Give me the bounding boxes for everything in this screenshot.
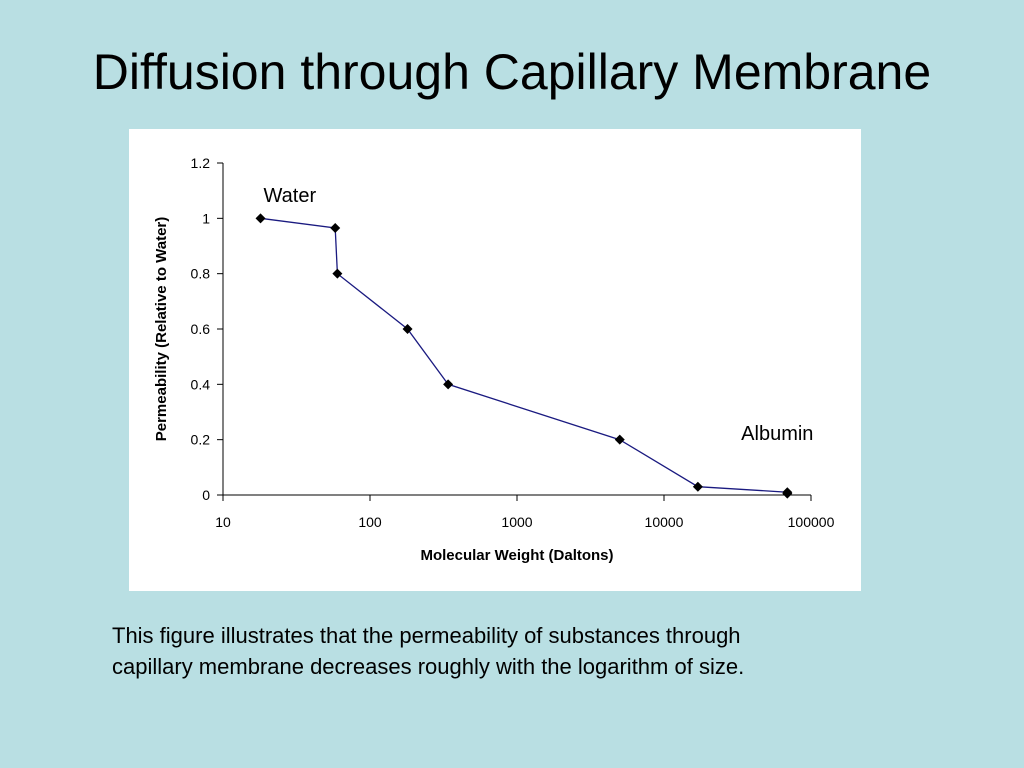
x-tick-label: 1000 — [501, 514, 532, 530]
y-tick-label: 0 — [202, 487, 210, 503]
y-tick-label: 1 — [202, 210, 210, 226]
data-point — [255, 213, 266, 224]
axes — [217, 162, 812, 501]
x-tick-label: 10000 — [645, 514, 684, 530]
annotations: Water Albumin — [264, 185, 814, 445]
series — [255, 213, 793, 499]
chart-panel: 0 0.2 0.4 0.6 0.8 1 1.2 10 100 1000 10000 100000 Wa… — [129, 129, 861, 591]
data-point — [782, 488, 793, 499]
permeability-chart: 0 0.2 0.4 0.6 0.8 1 1.2 10 100 1000 10000 100000 Wa… — [153, 155, 835, 564]
data-point — [332, 268, 343, 279]
caption: This figure illustrates that the permeab… — [112, 620, 912, 682]
annotation-label: Albumin — [741, 423, 813, 445]
y-axis-title: Permeability (Relative to Water) — [153, 217, 170, 442]
x-tick-label: 100000 — [788, 514, 835, 530]
slide-title: Diffusion through Capillary Membrane — [92, 44, 932, 100]
y-tick-label: 0.4 — [191, 376, 211, 392]
y-tick-label: 0.6 — [191, 321, 211, 337]
annotation-label: Water — [264, 185, 317, 207]
y-tick-label: 0.8 — [191, 266, 211, 282]
tick-labels: 0 0.2 0.4 0.6 0.8 1 1.2 10 100 1000 10000 100000 — [191, 155, 835, 530]
x-tick-label: 10 — [215, 514, 231, 530]
data-point — [614, 434, 625, 445]
caption-line: This figure illustrates that the permeab… — [112, 623, 741, 648]
caption-line: capillary membrane decreases roughly wit… — [112, 654, 745, 679]
data-point — [330, 223, 341, 234]
data-point — [443, 379, 454, 390]
data-point — [692, 481, 703, 492]
x-tick-label: 100 — [358, 514, 382, 530]
series-line — [260, 217, 788, 494]
x-axis-title: Molecular Weight (Daltons) — [420, 547, 613, 564]
data-point — [402, 324, 413, 334]
y-tick-label: 0.2 — [191, 432, 211, 448]
y-tick-label: 1.2 — [191, 155, 211, 171]
